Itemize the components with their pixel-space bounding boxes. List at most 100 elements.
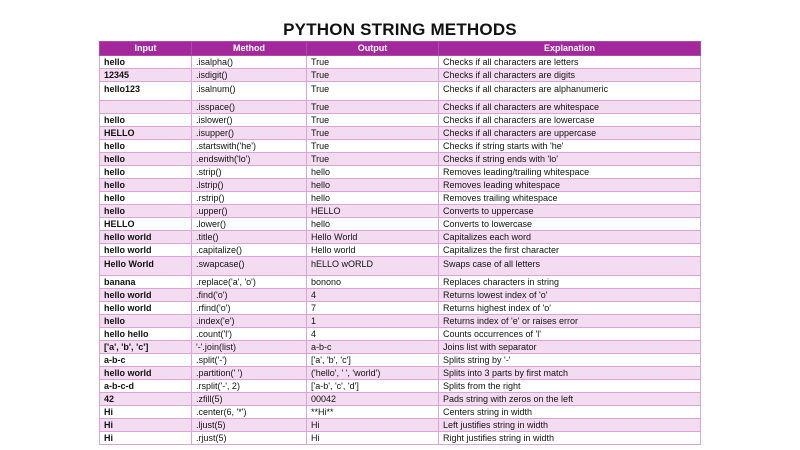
cell-method: .isalpha(): [191, 55, 307, 69]
cell-input: Hi: [99, 431, 192, 445]
cell-input: hello: [99, 178, 192, 192]
cell-input: 42: [99, 392, 192, 406]
cell-explanation: Splits into 3 parts by first match: [438, 366, 701, 380]
cell-explanation: Capitalizes each word: [438, 230, 701, 244]
cell-method: .ljust(5): [191, 418, 307, 432]
cell-explanation: Converts to uppercase: [438, 204, 701, 218]
cell-input: a-b-c-d: [99, 379, 192, 393]
cell-output: True: [306, 55, 439, 69]
table-row: a-b-c-d .rsplit('-', 2) ['a-b', 'c', 'd'] S…: [99, 379, 701, 393]
column-header-output: Output: [306, 41, 439, 56]
table-row: ['a', 'b', 'c'] '-'.join(list) a-b-c Joins …: [99, 340, 701, 354]
cell-explanation: Checks if all characters are letters: [438, 55, 701, 69]
cell-input: 12345: [99, 68, 192, 82]
cell-input: hello: [99, 113, 192, 127]
cell-output: hello: [306, 165, 439, 179]
string-methods-table: Input Method Output Explanation hello .is…: [99, 41, 701, 445]
table-header-row: Input Method Output Explanation: [99, 41, 701, 56]
cell-explanation: Removes trailing whitespace: [438, 191, 701, 205]
cell-output: Hi: [306, 418, 439, 432]
cell-output: Hello world: [306, 243, 439, 257]
cell-output: hELLO wORLD: [306, 256, 439, 276]
table-row: hello world .rfind('o') 7 Returns highest i…: [99, 301, 701, 315]
table-row: HELLO .lower() hello Converts to lowercase: [99, 217, 701, 231]
cell-input: hello world: [99, 301, 192, 315]
cell-input: hello: [99, 204, 192, 218]
table-row: Hi .rjust(5) Hi Right justifies string in …: [99, 431, 701, 445]
cell-input: hello123: [99, 81, 192, 101]
cell-input: hello: [99, 139, 192, 153]
cell-explanation: Checks if all characters are uppercase: [438, 126, 701, 140]
cell-output: 7: [306, 301, 439, 315]
cell-input: hello world: [99, 366, 192, 380]
cell-explanation: Checks if string ends with 'lo': [438, 152, 701, 166]
cell-output: True: [306, 139, 439, 153]
cell-output: hello: [306, 217, 439, 231]
cell-output: True: [306, 113, 439, 127]
table-row: hello .isalpha() True Checks if all charact…: [99, 55, 701, 69]
cell-explanation: Returns highest index of 'o': [438, 301, 701, 315]
cell-input: HELLO: [99, 217, 192, 231]
cell-input: HELLO: [99, 126, 192, 140]
cell-explanation: Centers string in width: [438, 405, 701, 419]
table-row: .isspace() True Checks if all characters a…: [99, 100, 701, 114]
cell-explanation: Converts to lowercase: [438, 217, 701, 231]
cell-method: .isspace(): [191, 100, 307, 114]
cell-input: [99, 100, 192, 114]
cell-output: True: [306, 81, 439, 101]
cell-output: True: [306, 100, 439, 114]
cell-explanation: Checks if all characters are whitespace: [438, 100, 701, 114]
cell-method: .isdigit(): [191, 68, 307, 82]
cell-output: a-b-c: [306, 340, 439, 354]
table-row: hello .endswith('lo') True Checks if string…: [99, 152, 701, 166]
cell-method: .endswith('lo'): [191, 152, 307, 166]
cell-method: .index('e'): [191, 314, 307, 328]
cell-output: ('hello', ' ', 'world'): [306, 366, 439, 380]
cell-method: .title(): [191, 230, 307, 244]
cell-explanation: Checks if string starts with 'he': [438, 139, 701, 153]
cell-explanation: Pads string with zeros on the left: [438, 392, 701, 406]
cell-output: ['a-b', 'c', 'd']: [306, 379, 439, 393]
table-row: hello123 .isalnum() True Checks if all char…: [99, 81, 701, 101]
cell-explanation: Returns index of 'e' or raises error: [438, 314, 701, 328]
cell-output: 1: [306, 314, 439, 328]
cell-method: .partition(' '): [191, 366, 307, 380]
cell-input: hello world: [99, 243, 192, 257]
cell-method: .upper(): [191, 204, 307, 218]
cell-input: hello world: [99, 230, 192, 244]
cell-method: .isupper(): [191, 126, 307, 140]
cell-method: .rjust(5): [191, 431, 307, 445]
cell-explanation: Removes leading whitespace: [438, 178, 701, 192]
cell-output: hello: [306, 191, 439, 205]
column-header-method: Method: [191, 41, 307, 56]
cell-method: .startswith('he'): [191, 139, 307, 153]
cell-method: .swapcase(): [191, 256, 307, 276]
cell-output: 00042: [306, 392, 439, 406]
cell-method: .strip(): [191, 165, 307, 179]
cell-output: bonono: [306, 275, 439, 289]
cell-output: True: [306, 152, 439, 166]
table-body: hello .isalpha() True Checks if all charact…: [99, 55, 701, 445]
cell-output: Hello World: [306, 230, 439, 244]
cell-input: hello: [99, 165, 192, 179]
page-title: PYTHON STRING METHODS: [283, 20, 517, 39]
table-row: Hello World .swapcase() hELLO wORLD Swaps c…: [99, 256, 701, 276]
table-row: hello .upper() HELLO Converts to uppercase: [99, 204, 701, 218]
cell-output: ['a', 'b', 'c']: [306, 353, 439, 367]
cell-method: .lstrip(): [191, 178, 307, 192]
table-row: hello .index('e') 1 Returns index of 'e' or…: [99, 314, 701, 328]
cell-input: hello world: [99, 288, 192, 302]
table-row: 12345 .isdigit() True Checks if all charact…: [99, 68, 701, 82]
cell-input: hello hello: [99, 327, 192, 341]
cell-method: .count('l'): [191, 327, 307, 341]
table-row: 42 .zfill(5) 00042 Pads string with zeros o…: [99, 392, 701, 406]
cell-output: HELLO: [306, 204, 439, 218]
cell-method: .isalnum(): [191, 81, 307, 101]
table-row: hello .startswith('he') True Checks if stri…: [99, 139, 701, 153]
cell-method: .rstrip(): [191, 191, 307, 205]
cell-explanation: Swaps case of all letters: [438, 256, 701, 276]
cell-output: 4: [306, 288, 439, 302]
table-row: hello .rstrip() hello Removes trailing wh…: [99, 191, 701, 205]
cell-input: hello: [99, 55, 192, 69]
table-row: hello world .find('o') 4 Returns lowest ind…: [99, 288, 701, 302]
